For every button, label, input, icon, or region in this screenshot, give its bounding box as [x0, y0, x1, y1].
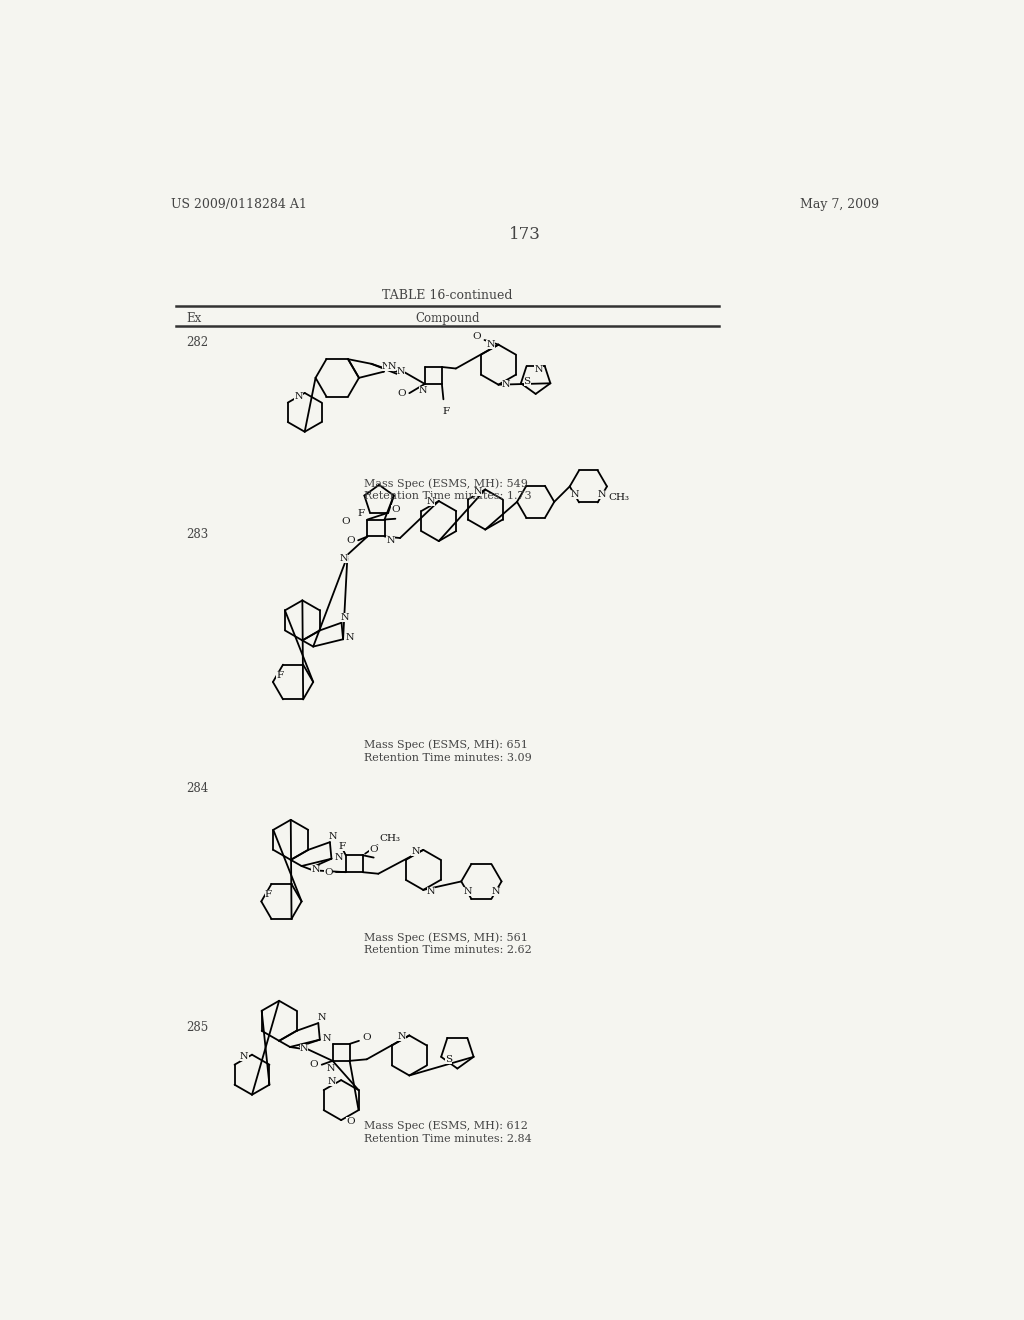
Text: US 2009/0118284 A1: US 2009/0118284 A1 — [171, 198, 306, 211]
Text: N: N — [317, 1014, 326, 1022]
Text: Retention Time minutes: 2.62: Retention Time minutes: 2.62 — [365, 945, 532, 956]
Text: O: O — [346, 1117, 354, 1126]
Text: 173: 173 — [509, 226, 541, 243]
Text: F: F — [265, 891, 271, 899]
Text: Ex: Ex — [186, 313, 202, 326]
Text: O: O — [325, 867, 333, 876]
Text: 283: 283 — [186, 528, 208, 541]
Text: N: N — [346, 634, 354, 643]
Text: N: N — [427, 887, 435, 896]
Text: N: N — [412, 847, 420, 855]
Text: O: O — [370, 845, 378, 854]
Text: N: N — [419, 385, 428, 395]
Text: Mass Spec (ESMS, MH): 549: Mass Spec (ESMS, MH): 549 — [365, 478, 528, 488]
Text: N: N — [300, 1044, 308, 1053]
Text: Mass Spec (ESMS, MH): 651: Mass Spec (ESMS, MH): 651 — [365, 739, 528, 750]
Text: F: F — [338, 842, 345, 850]
Text: TABLE 16-continued: TABLE 16-continued — [382, 289, 513, 302]
Text: N: N — [340, 612, 349, 622]
Text: O: O — [346, 536, 354, 545]
Text: S: S — [523, 378, 530, 387]
Text: N: N — [396, 367, 406, 376]
Text: N: N — [382, 362, 390, 371]
Text: N: N — [571, 490, 580, 499]
Text: N: N — [323, 1034, 331, 1043]
Text: N: N — [329, 833, 337, 841]
Text: F: F — [276, 671, 284, 680]
Text: 282: 282 — [186, 335, 208, 348]
Text: May 7, 2009: May 7, 2009 — [800, 198, 879, 211]
Text: Retention Time minutes: 1.73: Retention Time minutes: 1.73 — [365, 491, 532, 502]
Text: F: F — [443, 407, 451, 416]
Text: N: N — [492, 887, 500, 895]
Text: N: N — [397, 1032, 406, 1041]
Text: CH₃: CH₃ — [609, 492, 630, 502]
Text: N: N — [340, 553, 348, 562]
Text: Compound: Compound — [415, 313, 479, 326]
Text: N: N — [473, 487, 481, 495]
Text: N: N — [486, 341, 495, 350]
Text: 285: 285 — [186, 1020, 208, 1034]
Text: N: N — [294, 392, 303, 400]
Text: CH₃: CH₃ — [380, 834, 400, 842]
Text: N: N — [597, 490, 606, 499]
Text: N: N — [328, 1077, 336, 1086]
Text: Mass Spec (ESMS, MH): 561: Mass Spec (ESMS, MH): 561 — [365, 932, 528, 942]
Text: F: F — [357, 510, 365, 517]
Text: N: N — [502, 380, 510, 389]
Text: N: N — [427, 496, 435, 506]
Text: Mass Spec (ESMS, MH): 612: Mass Spec (ESMS, MH): 612 — [365, 1121, 528, 1131]
Text: 284: 284 — [186, 781, 208, 795]
Text: N: N — [535, 364, 543, 374]
Text: N: N — [240, 1052, 249, 1061]
Text: O: O — [309, 1060, 318, 1069]
Text: Retention Time minutes: 2.84: Retention Time minutes: 2.84 — [365, 1134, 532, 1144]
Text: N: N — [463, 887, 472, 895]
Text: N: N — [386, 536, 395, 545]
Text: N: N — [387, 363, 395, 371]
Text: O: O — [362, 1034, 371, 1043]
Text: O: O — [341, 517, 350, 527]
Text: N: N — [311, 866, 319, 874]
Text: S: S — [445, 1056, 453, 1064]
Text: O: O — [397, 388, 406, 397]
Text: N: N — [327, 1064, 335, 1073]
Text: O: O — [472, 333, 481, 342]
Text: O: O — [391, 506, 399, 513]
Text: Retention Time minutes: 3.09: Retention Time minutes: 3.09 — [365, 752, 532, 763]
Text: N: N — [334, 853, 343, 862]
